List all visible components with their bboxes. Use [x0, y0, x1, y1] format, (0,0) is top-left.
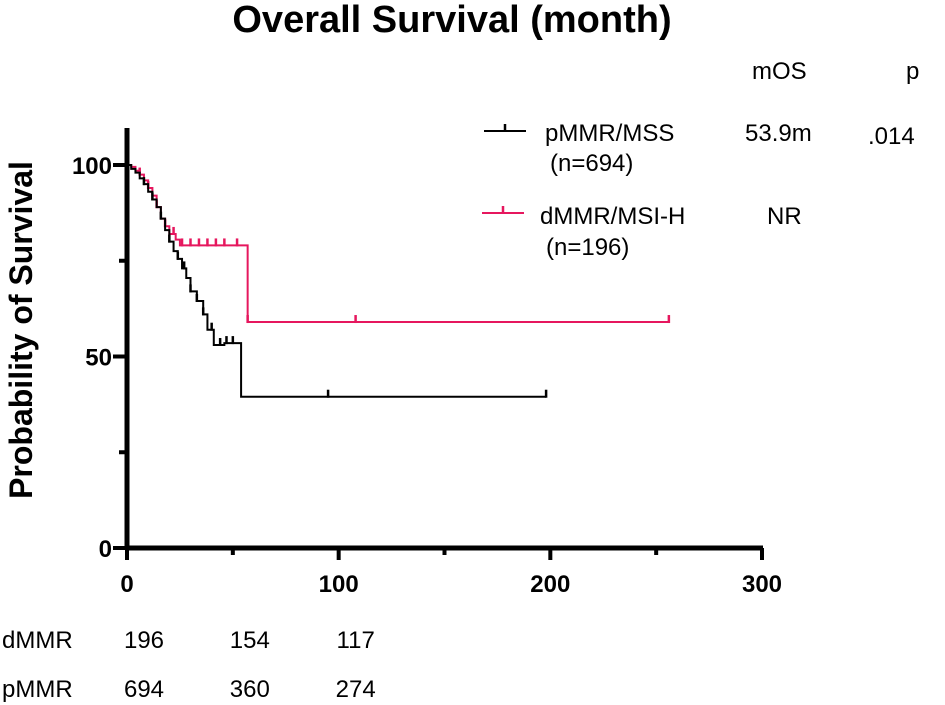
p-value-pmmr: .014	[868, 123, 915, 150]
legend-n-pmmr: (n=694)	[550, 150, 633, 177]
risk-value: 274	[336, 676, 376, 703]
legend-n-dmmr: (n=196)	[546, 234, 629, 261]
risk-value: 117	[337, 627, 375, 654]
legend-label-dmmr: dMMR/MSI-H	[540, 203, 685, 230]
y-tick-label: 100	[72, 153, 112, 180]
legend: mOS p pMMR/MSS (n=694) 53.9m .014 dMMR/M…	[482, 58, 919, 261]
risk-row-label: pMMR	[2, 676, 73, 703]
x-tick-label: 300	[742, 571, 782, 598]
risk-table: dMMR 196 154 117 pMMR 694 360 274	[2, 627, 376, 703]
risk-value: 154	[230, 627, 270, 654]
legend-label-pmmr: pMMR/MSS	[545, 120, 674, 147]
p-value-header: p	[906, 58, 919, 85]
median-os-dmmr: NR	[767, 203, 802, 230]
y-tick-label: 0	[99, 536, 112, 563]
y-axis-label: Probability of Survival	[3, 161, 39, 499]
chart-title: Overall Survival (month)	[232, 0, 671, 41]
median-os-pmmr: 53.9m	[745, 120, 812, 147]
y-tick-label: 50	[85, 345, 112, 372]
risk-value: 694	[124, 676, 164, 703]
survival-curve-pmmr	[127, 164, 547, 398]
median-os-header: mOS	[752, 58, 807, 85]
risk-value: 360	[230, 676, 270, 703]
risk-value: 196	[124, 627, 164, 654]
x-tick-label: 100	[319, 571, 359, 598]
x-tick-label: 200	[530, 571, 570, 598]
risk-row-label: dMMR	[2, 627, 73, 654]
x-tick-label: 0	[120, 571, 133, 598]
